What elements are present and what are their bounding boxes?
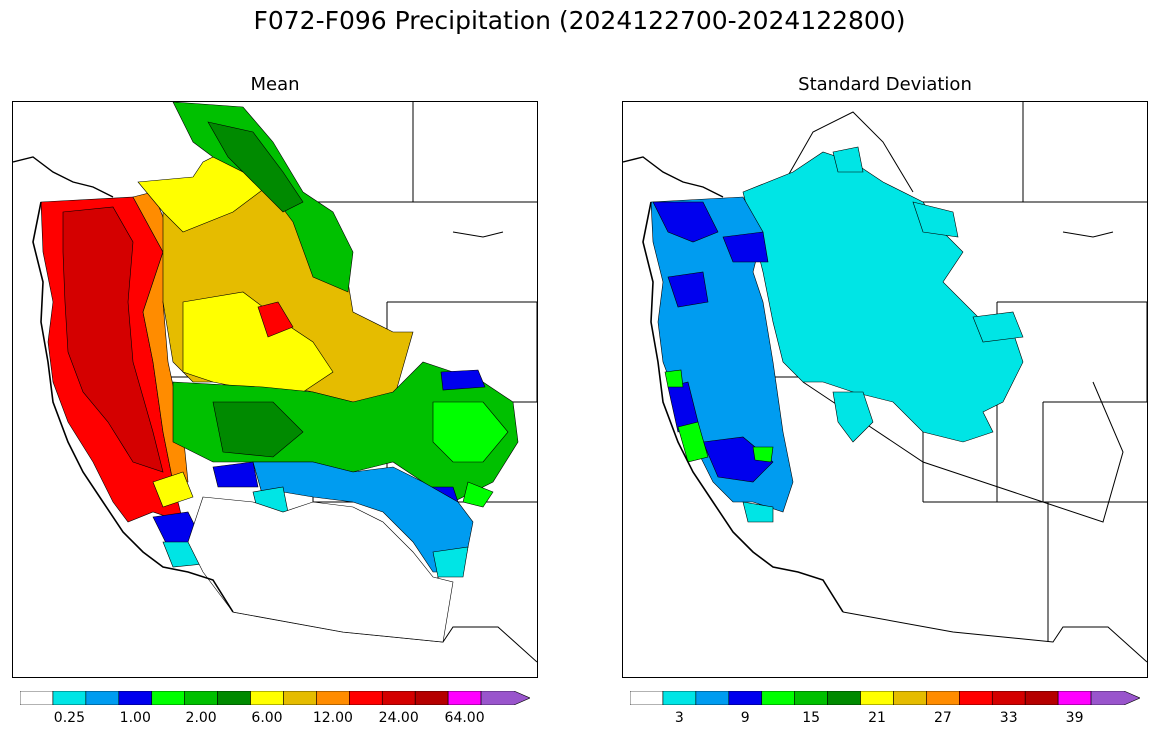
stddev-colorbar-tick-label: 9 [740,710,750,726]
stddev-map-canvas [623,102,1147,663]
figure-title: F072-F096 Precipitation (2024122700-2024… [253,6,906,35]
mean-colorbar-bin [349,690,383,706]
sd-region-green-1 [677,421,709,463]
mean-region-blue-1 [212,461,259,488]
stddev-colorbar-bin [794,690,828,706]
sd-region-cyan-coast [742,501,774,523]
stddev-colorbar-bin [1024,690,1059,706]
mean-region-southwest-white [187,496,454,643]
mean-region-green-north-dark [207,121,304,213]
stddev-colorbar-bin [629,690,664,706]
mean-colorbar-bin [52,690,87,706]
mean-colorbar-tick-label: 1.00 [119,710,151,726]
stddev-panel-title: Standard Deviation [798,74,972,95]
mean-colorbar-bin [480,690,531,706]
stddev-coastline [642,201,844,613]
stddev-colorbar-bin [1057,690,1092,706]
stddev-colorbar-tick-label: 33 [999,710,1018,726]
sd-region-cyan [742,151,1024,443]
mean-colorbar-bin [316,690,350,706]
mean-colorbar-svg [19,690,531,706]
mean-colorbar-tick-label: 2.00 [185,710,217,726]
stddev-colorbar-bin [991,690,1026,706]
stddev-colorbar-tick-label: 27 [933,710,952,726]
stddev-colorbar-bin [1090,690,1141,706]
mean-coastline [32,201,234,613]
mean-precip-field [40,102,519,643]
mean-colorbar-tick-label: 24.00 [378,710,419,726]
mean-colorbar [19,690,531,706]
mean-region-lightgreen [432,401,509,463]
sd-region-cyan-north [832,146,864,173]
sd-region-blue-2 [667,271,709,308]
mean-colorbar-bin [151,690,185,706]
mean-region-lightgreen-2 [462,481,494,508]
stddev-colorbar [629,690,1141,706]
stddev-colorbar-svg [629,690,1141,706]
mean-panel-title: Mean [250,74,300,95]
mean-colorbar-bin [118,690,153,706]
mean-colorbar-bin [381,690,416,706]
mean-region-cyan-3 [432,546,469,578]
mean-coastline-north [13,156,114,198]
stddev-colorbar-tick-label: 15 [802,710,821,726]
mean-colorbar-bin [19,690,54,706]
mean-region-green-north [172,102,354,293]
stddev-coastline-north [623,156,724,198]
stddev-colorbar-bin [662,690,697,706]
sd-region-cyan-east [972,311,1024,343]
sd-region-blue-1 [652,201,719,243]
mean-colorbar-tick-label: 0.25 [53,710,85,726]
mean-region-blue-ne [440,369,486,391]
mean-map-canvas [13,102,537,663]
sd-region-green-2 [664,369,684,388]
mean-region-coast-darkred [62,206,164,473]
stddev-colorbar-bin [761,690,795,706]
sd-region-cyan-4 [832,391,874,443]
mean-region-darkgreen [212,401,304,458]
mean-colorbar-bin [217,690,251,706]
mean-colorbar-tick-label: 64.00 [444,710,485,726]
stddev-colorbar-bin [695,690,730,706]
stddev-colorbar-tick-label: 3 [674,710,684,726]
mean-colorbar-bin [283,690,317,706]
stddev-colorbar-tick-label: 39 [1065,710,1084,726]
stddev-colorbar-bin [893,690,927,706]
sd-region-cyan-ne [912,201,959,238]
stddev-map[interactable] [622,101,1148,678]
stddev-colorbar-bin [827,690,861,706]
stddev-colorbar-bin [926,690,960,706]
sd-region-green-3 [752,446,774,463]
mean-region-red-interior [257,301,294,338]
mean-region-yellow-3 [152,471,194,508]
stddev-colorbar-tick-label: 21 [868,710,886,726]
mean-colorbar-bin [447,690,482,706]
mean-colorbar-tick-label: 6.00 [251,710,283,726]
stddev-spread-field [650,146,1024,523]
stddev-colorbar-bin [860,690,894,706]
stddev-colorbar-bin [728,690,763,706]
mean-colorbar-bin [184,690,218,706]
mean-colorbar-bin [414,690,449,706]
mean-colorbar-tick-label: 12.00 [312,710,353,726]
mean-colorbar-bin [250,690,284,706]
mean-map[interactable] [12,101,538,678]
sd-region-blue-5 [722,231,769,263]
mean-colorbar-bin [85,690,120,706]
stddev-colorbar-bin [959,690,993,706]
